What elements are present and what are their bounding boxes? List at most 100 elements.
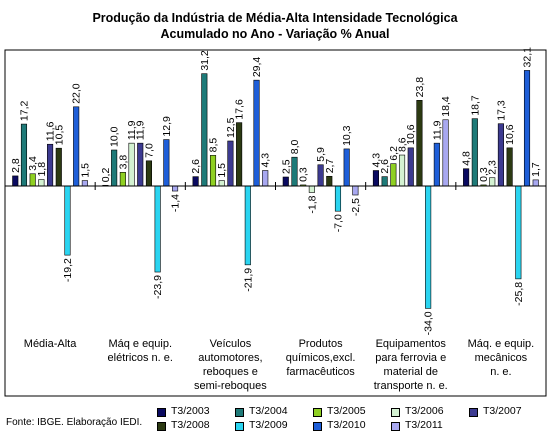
chart-title-line-2: Acumulado no Ano - Variação % Anual xyxy=(160,27,390,41)
data-label: 0,2 xyxy=(100,168,112,183)
data-label: -21,9 xyxy=(242,268,254,292)
bar xyxy=(317,164,324,187)
data-label: -19,2 xyxy=(62,258,74,282)
bar xyxy=(227,140,234,187)
category-label-line: Equipamentos xyxy=(375,338,446,350)
legend-swatch xyxy=(469,408,478,417)
bar xyxy=(81,180,88,187)
source-note: Fonte: IBGE. Elaboração IEDI. xyxy=(6,417,143,428)
data-label: 10,6 xyxy=(504,124,516,145)
data-label: 17,3 xyxy=(495,100,507,121)
data-label: 2,3 xyxy=(487,160,499,175)
legend-label: T3/2008 xyxy=(171,419,210,431)
category-label-line: transporte n. e. xyxy=(373,380,448,392)
category-label-line: Máq e equip. xyxy=(108,338,173,350)
legend-label: T3/2009 xyxy=(249,419,288,431)
data-label: 8,0 xyxy=(289,139,301,154)
bar xyxy=(489,177,496,187)
data-label: 18,4 xyxy=(440,96,452,117)
category-label-line: elétricos n. e. xyxy=(107,352,173,364)
data-label: 10,5 xyxy=(53,125,65,146)
data-label: -25,8 xyxy=(513,282,525,306)
data-label: 5,9 xyxy=(315,147,327,162)
plot-border xyxy=(4,49,547,397)
category-label: Equipamentos para ferrovia e material de tr… xyxy=(365,337,457,393)
bar xyxy=(523,70,531,187)
chart-title-line-1: Produção da Indústria de Média-Alta Inte… xyxy=(92,11,458,25)
data-label: -34,0 xyxy=(423,311,435,335)
data-label: 3,4 xyxy=(27,156,39,171)
bar xyxy=(192,176,199,187)
bar xyxy=(64,185,71,256)
data-label: 31,2 xyxy=(199,50,211,71)
bar xyxy=(137,142,144,187)
legend-swatch xyxy=(235,408,244,417)
bar xyxy=(154,185,161,273)
legend-label: T3/2011 xyxy=(405,419,443,431)
category-label-line: reboques e xyxy=(202,366,258,378)
bar xyxy=(398,154,406,187)
data-label: -1,8 xyxy=(306,195,318,213)
data-label: 2,8 xyxy=(10,158,22,173)
bar xyxy=(381,176,388,187)
data-label: 17,6 xyxy=(234,99,246,120)
data-label: 7,0 xyxy=(143,143,155,158)
category-label-line: automotores, xyxy=(198,352,263,364)
data-label: -7,0 xyxy=(332,214,344,232)
legend-label: T3/2007 xyxy=(483,405,522,417)
data-label: 4,8 xyxy=(461,151,473,166)
data-label: 6,2 xyxy=(388,146,400,161)
legend-swatch xyxy=(157,408,166,417)
category-label: Produtos químicos,excl. farmacêuticos xyxy=(275,337,367,379)
category-label-line: n. e. xyxy=(490,366,512,378)
data-label: 0,3 xyxy=(298,167,310,182)
bar xyxy=(308,185,315,193)
category-label-line: Veículos xyxy=(209,338,252,350)
legend-label: T3/2005 xyxy=(327,405,366,417)
bar xyxy=(47,143,54,187)
data-label: 2,7 xyxy=(324,159,336,174)
data-label: 11,9 xyxy=(431,120,443,140)
data-label: 2,5 xyxy=(280,159,292,174)
category-label-line: material de xyxy=(383,366,438,378)
data-label: 10,6 xyxy=(405,124,417,145)
data-label: -2,5 xyxy=(350,198,362,216)
legend-swatch xyxy=(313,408,322,417)
bar xyxy=(253,79,260,187)
legend-swatch xyxy=(235,422,244,431)
bar xyxy=(407,147,414,187)
bar xyxy=(119,172,126,187)
data-label: 2,6 xyxy=(379,159,391,174)
data-label: 1,5 xyxy=(79,163,91,178)
data-label: 11,9 xyxy=(135,120,147,140)
legend-swatch xyxy=(313,422,322,431)
category-label: Média-Alta xyxy=(4,337,96,351)
data-label: 22,0 xyxy=(71,83,83,104)
category-label-line: farmacêuticos xyxy=(286,366,355,378)
bar xyxy=(12,175,19,187)
legend-label: T3/2006 xyxy=(405,405,444,417)
data-label: 29,4 xyxy=(251,57,263,78)
data-label: 17,2 xyxy=(18,100,30,121)
legend-label: T3/2010 xyxy=(327,419,366,431)
category-label-line: Média-Alta xyxy=(23,338,77,350)
bar xyxy=(73,106,80,187)
bar xyxy=(463,168,470,187)
data-label: 11,9 xyxy=(126,120,138,140)
data-label: -1,4 xyxy=(170,194,182,212)
data-label: 3,8 xyxy=(117,155,129,170)
bar xyxy=(343,148,350,187)
data-label: -23,9 xyxy=(152,275,164,299)
bar xyxy=(326,175,333,187)
bar xyxy=(244,185,251,266)
bar xyxy=(282,176,289,187)
bar xyxy=(55,147,62,187)
bar xyxy=(334,185,342,212)
chart-title: Produção da Indústria de Média-Alta Inte… xyxy=(0,10,550,42)
bar xyxy=(372,170,380,187)
legend-swatch xyxy=(391,408,400,417)
bar xyxy=(236,122,243,187)
bar xyxy=(425,185,432,309)
category-label-line: químicos,excl. xyxy=(285,352,356,364)
